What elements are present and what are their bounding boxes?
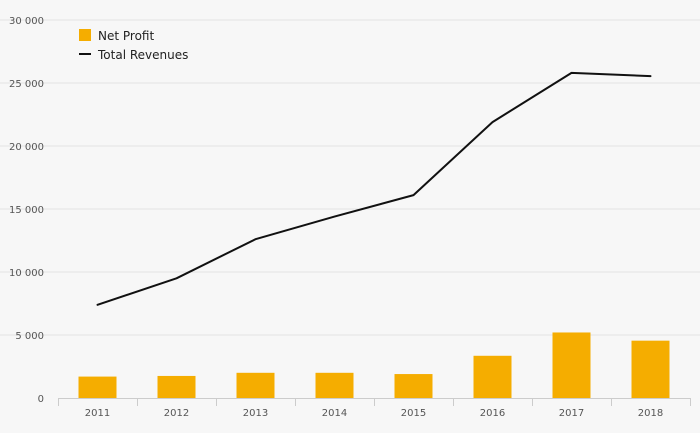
x-tick-label-2018: 2018 <box>638 408 663 419</box>
legend-label-net-profit: Net Profit <box>98 29 154 43</box>
bar-net-profit-2015 <box>394 374 433 398</box>
x-tick-label-2017: 2017 <box>559 408 584 419</box>
x-tick-label-2012: 2012 <box>164 408 189 419</box>
bar-net-profit-2018 <box>631 340 670 398</box>
x-tick-label-2013: 2013 <box>243 408 268 419</box>
x-tick-label-2015: 2015 <box>401 408 426 419</box>
bar-net-profit-2016 <box>473 355 512 398</box>
bar-net-profit-2011 <box>78 376 117 398</box>
net-profit-bars <box>78 332 670 398</box>
bar-net-profit-2013 <box>236 372 275 398</box>
y-tick-label: 5 000 <box>15 331 44 342</box>
legend-item-total-revenues[interactable]: Total Revenues <box>79 48 188 62</box>
x-tick-label-2011: 2011 <box>85 408 110 419</box>
y-tick-label: 10 000 <box>9 268 44 279</box>
line-total-revenues <box>96 71 652 306</box>
legend-item-net-profit[interactable]: Net Profit <box>79 29 154 43</box>
bar-net-profit-2014 <box>315 372 354 398</box>
y-tick-label: 25 000 <box>9 79 44 90</box>
x-tick-label-2014: 2014 <box>322 408 347 419</box>
legend[interactable]: Net Profit Total Revenues <box>79 29 188 62</box>
bar-net-profit-2012 <box>157 375 196 398</box>
y-axis-tick-labels: 0 5 000 10 000 15 000 20 000 25 000 30 000 <box>9 16 44 405</box>
y-tick-label: 20 000 <box>9 142 44 153</box>
y-tick-label: 15 000 <box>9 205 44 216</box>
total-revenues-line-group <box>96 71 652 306</box>
legend-swatch-net-profit <box>79 29 91 41</box>
x-axis: 2011 2012 2013 2014 2015 2016 2017 2018 <box>58 398 691 419</box>
y-tick-label: 0 <box>38 394 44 405</box>
gridlines <box>0 19 700 336</box>
y-tick-label: 30 000 <box>9 16 44 27</box>
bar-net-profit-2017 <box>552 332 591 398</box>
x-tick-label-2016: 2016 <box>480 408 505 419</box>
legend-label-total-revenues: Total Revenues <box>97 48 188 62</box>
